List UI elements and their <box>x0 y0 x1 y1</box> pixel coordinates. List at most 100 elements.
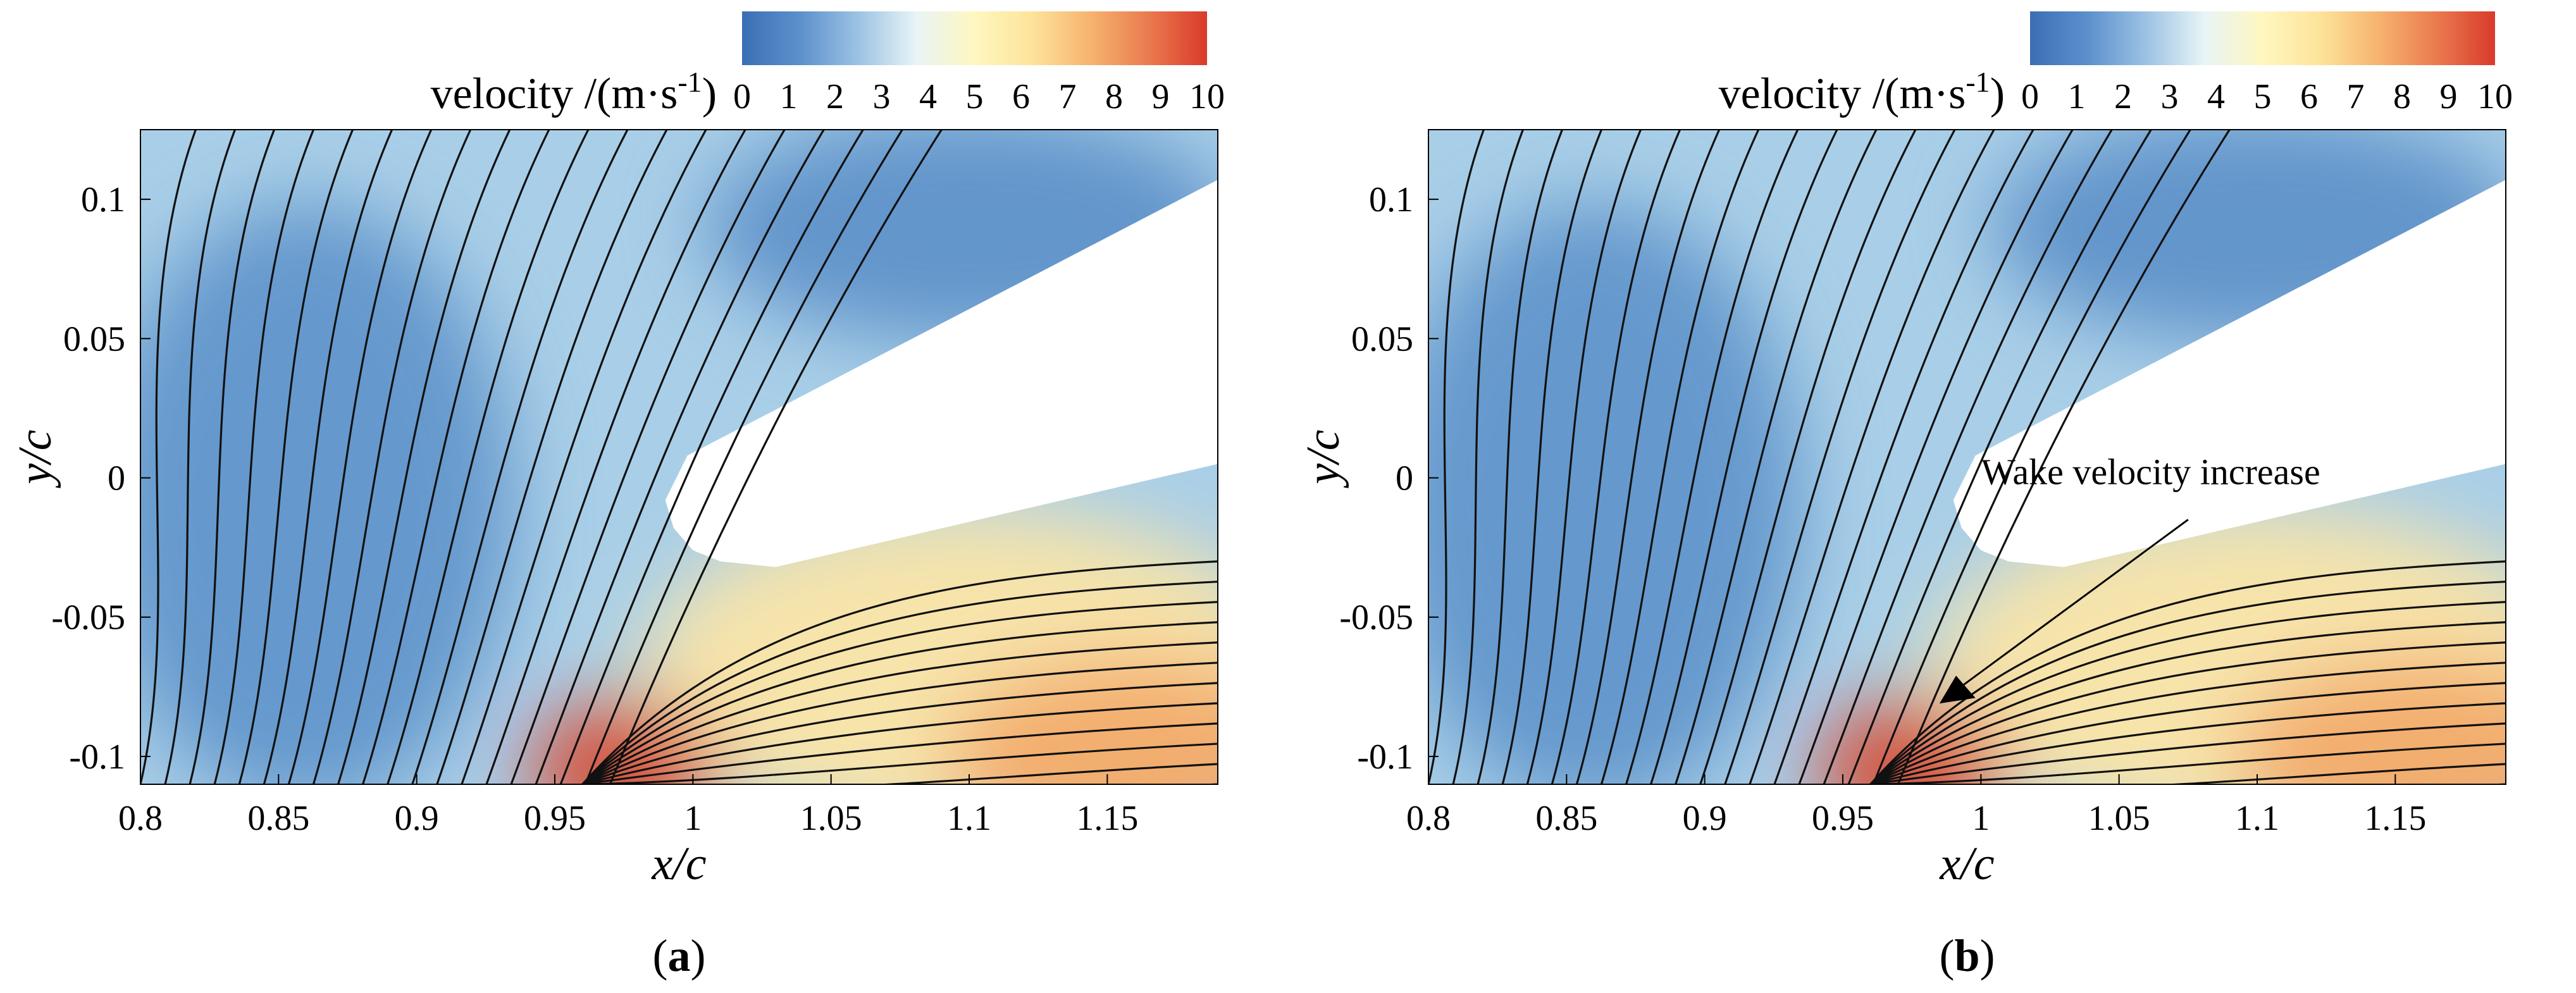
panel-label: (b) <box>1939 930 1995 981</box>
streamline-upper <box>559 130 864 784</box>
streamline-lower <box>1869 662 2506 784</box>
streamline-upper <box>1477 130 1563 784</box>
velocity-plot-a: 0.8 0.85 0.9 0.95 1 1.05 1.1 1.15 0.1 0.05 0 -0.05 -… <box>9 11 1225 981</box>
velocity-plot-b: 0.8 0.85 0.9 0.95 1 1.05 1.1 1.15 0.1 0.05 0 -0.05 -… <box>1297 11 2513 981</box>
streamline-upper <box>1625 130 1799 784</box>
x-tick-label: 0.9 <box>395 799 439 838</box>
x-axis-label: x/c <box>651 838 706 890</box>
streamline-upper <box>1872 130 2191 784</box>
x-axis-label: x/c <box>1939 838 1994 890</box>
streamline-upper <box>1798 130 2074 784</box>
streamline-lower <box>1869 560 2506 784</box>
plot-frame <box>1428 129 2506 785</box>
x-tick-label: 0.85 <box>247 799 309 838</box>
streamline-upper <box>1749 130 1995 784</box>
streamline-lower <box>581 560 1218 784</box>
y-ticks: 0.1 0.05 0 -0.05 -0.1 <box>51 180 151 777</box>
y-tick-label: -0.05 <box>51 598 125 638</box>
streamline-upper <box>1551 130 1681 784</box>
streamline-upper <box>312 130 472 784</box>
panel-label: (a) <box>653 930 706 981</box>
x-tick-label: 1.1 <box>947 799 991 838</box>
streamline-upper <box>1600 130 1760 784</box>
colorbar-tick-label: 8 <box>2393 77 2411 116</box>
streamline-upper <box>1575 130 1721 784</box>
streamline-lower <box>1869 641 2506 784</box>
colorbar-tick-label: 3 <box>873 77 891 116</box>
y-tick-label: -0.05 <box>1339 598 1413 638</box>
colorbar-tick-label: 10 <box>1189 77 1225 116</box>
colorbar-tick-label: 1 <box>2068 77 2086 116</box>
streamline-upper <box>287 130 433 784</box>
x-tick-label: 1 <box>684 799 702 838</box>
annotation-text: Wake velocity increase <box>1981 452 2320 493</box>
y-tick-label: -0.1 <box>69 737 125 777</box>
streamline-upper <box>164 130 236 784</box>
colorbar-tick-label: 8 <box>1105 77 1123 116</box>
colorbar-tick-label: 2 <box>826 77 844 116</box>
colorbar-tick-label: 6 <box>1012 77 1030 116</box>
x-tick-label: 0.9 <box>1683 799 1727 838</box>
streamline-upper <box>510 130 786 784</box>
streamline-upper <box>411 130 629 784</box>
streamline-lower <box>582 722 1218 784</box>
y-tick-label: -0.1 <box>1357 737 1413 777</box>
streamline-upper <box>584 130 903 784</box>
colorbar-tick-label: 7 <box>2347 77 2365 116</box>
colorbar-tick-label: 10 <box>2477 77 2513 116</box>
streamline-upper <box>1699 130 1917 784</box>
x-tick-label: 1.05 <box>2088 799 2150 838</box>
streamline-lower <box>581 601 1218 784</box>
y-ticks: 0.1 0.05 0 -0.05 -0.1 <box>1339 180 1439 777</box>
x-tick-label: 1.05 <box>800 799 862 838</box>
x-tick-label: 0.85 <box>1535 799 1597 838</box>
colorbar-title: velocity /(m·s-1) <box>431 66 717 118</box>
streamline-upper <box>213 130 314 784</box>
streamline-upper <box>1897 130 2231 784</box>
streamline-upper <box>535 130 825 784</box>
x-tick-label: 0.8 <box>118 799 163 838</box>
streamline-upper <box>1452 130 1524 784</box>
streamline-lower <box>582 743 1218 784</box>
x-tick-label: 1 <box>1972 799 1990 838</box>
streamline-lower <box>1870 722 2506 784</box>
streamline-lower <box>581 621 1218 784</box>
streamline-upper <box>1675 130 1878 784</box>
streamline-upper <box>263 130 393 784</box>
streamline-upper <box>337 130 511 784</box>
y-axis-label: y/c <box>1297 429 1349 488</box>
y-tick-label: 0.05 <box>63 319 125 359</box>
colorbar-tick-label: 0 <box>2021 77 2039 116</box>
colorbar-title: velocity /(m·s-1) <box>1719 66 2005 118</box>
panel-a: 0.8 0.85 0.9 0.95 1 1.05 1.1 1.15 0.1 0.05 0 -0.05 -… <box>9 11 1225 981</box>
streamline-lower <box>582 702 1218 784</box>
colorbar-tick-label: 2 <box>2114 77 2132 116</box>
colorbar-ticks: 0 1 2 3 4 5 6 7 8 9 10 <box>733 77 1225 116</box>
airfoil-trailing-edge <box>665 180 1218 567</box>
streamline-upper <box>1526 130 1642 784</box>
streamline-upper <box>140 130 197 784</box>
panel-b: 0.8 0.85 0.9 0.95 1 1.05 1.1 1.15 0.1 0.05 0 -0.05 -… <box>1288 0 2576 993</box>
colorbar-tick-label: 5 <box>966 77 984 116</box>
y-axis-label: y/c <box>9 429 61 488</box>
x-tick-label: 1.1 <box>2235 799 2279 838</box>
colorbar-tick-label: 3 <box>2161 77 2179 116</box>
colorbar-tick-label: 7 <box>1059 77 1077 116</box>
x-tick-label: 0.95 <box>524 799 586 838</box>
colorbar-tick-label: 9 <box>1152 77 1170 116</box>
streamline-upper <box>238 130 354 784</box>
y-tick-label: 0 <box>108 459 125 498</box>
streamline-lower <box>1869 601 2506 784</box>
colorbar-tick-label: 4 <box>2207 77 2225 116</box>
streamline-lower <box>581 662 1218 784</box>
colorbar-tick-label: 6 <box>2300 77 2318 116</box>
streamline-lower <box>1870 702 2506 784</box>
streamline-lower <box>582 763 1218 784</box>
annotation-arrow <box>1952 519 2189 693</box>
streamlines <box>140 130 1218 784</box>
streamline-upper <box>609 130 943 784</box>
y-tick-label: 0 <box>1396 459 1413 498</box>
x-ticks: 0.8 0.85 0.9 0.95 1 1.05 1.1 1.15 <box>1406 774 2426 838</box>
streamline-lower <box>1869 581 2506 784</box>
colorbar-tick-label: 1 <box>780 77 798 116</box>
